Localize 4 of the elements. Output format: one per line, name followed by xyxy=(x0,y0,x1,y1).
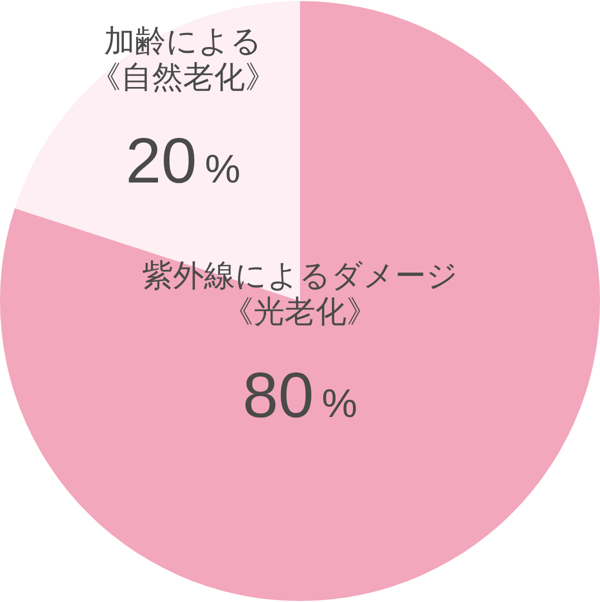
data-label: 20% xyxy=(126,124,240,197)
slice-label: 加齢による《自然老化》 xyxy=(90,24,276,95)
data-label: 80% xyxy=(242,359,358,431)
slice-label: 紫外線によるダメージ《光老化》 xyxy=(142,258,458,329)
